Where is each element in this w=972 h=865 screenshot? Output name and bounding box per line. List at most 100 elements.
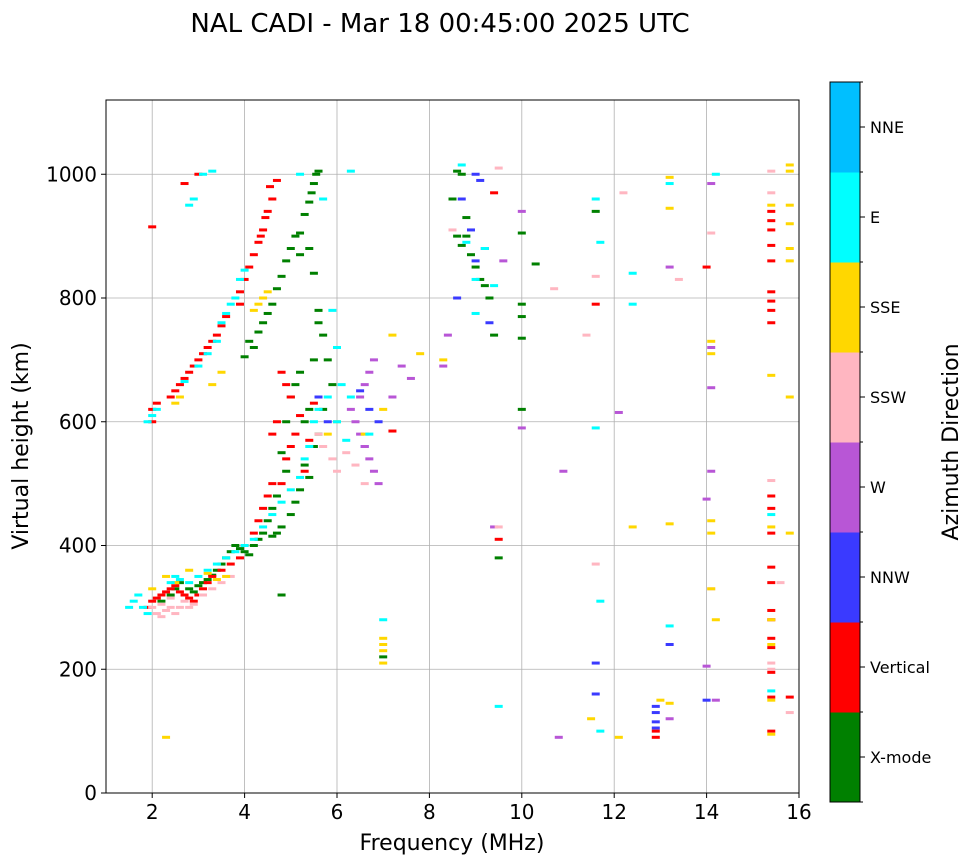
data-point-sse bbox=[212, 578, 221, 582]
data-point-vertical bbox=[494, 537, 503, 541]
data-point-sse bbox=[162, 574, 171, 578]
data-point-vertical bbox=[175, 383, 184, 387]
data-point-x-mode bbox=[494, 556, 503, 560]
data-point-vertical bbox=[259, 228, 268, 232]
data-point-e bbox=[379, 618, 388, 622]
data-point-vertical bbox=[767, 636, 776, 640]
data-point-x-mode bbox=[175, 581, 184, 585]
data-point-e bbox=[767, 689, 776, 693]
data-point-nnw bbox=[314, 395, 323, 399]
data-point-e bbox=[148, 414, 157, 418]
data-point-w bbox=[490, 525, 499, 529]
data-point-ssw bbox=[199, 593, 208, 597]
data-point-x-mode bbox=[268, 534, 277, 538]
data-point-ssw bbox=[785, 711, 794, 715]
data-point-e bbox=[152, 407, 161, 411]
data-point-e bbox=[665, 624, 674, 628]
data-point-e bbox=[471, 277, 480, 281]
data-point-vertical bbox=[286, 445, 295, 448]
y-tick-label: 600 bbox=[59, 410, 97, 434]
data-point-w bbox=[374, 482, 383, 486]
data-point-sse bbox=[785, 531, 794, 535]
data-point-x-mode bbox=[309, 358, 318, 362]
data-point-x-mode bbox=[286, 247, 295, 250]
data-point-e bbox=[180, 380, 189, 384]
data-point-sse bbox=[614, 735, 623, 739]
data-point-e bbox=[596, 729, 605, 733]
data-point-ssw bbox=[208, 587, 217, 591]
data-point-nnw bbox=[365, 407, 374, 411]
data-point-e bbox=[235, 277, 244, 281]
data-point-x-mode bbox=[240, 355, 249, 359]
data-point-x-mode bbox=[480, 284, 489, 288]
y-tick-label: 400 bbox=[59, 534, 97, 558]
data-point-e bbox=[175, 578, 184, 582]
data-point-e bbox=[240, 544, 249, 547]
data-point-sse bbox=[259, 296, 268, 300]
data-point-x-mode bbox=[235, 547, 244, 551]
data-point-vertical bbox=[282, 383, 291, 387]
data-point-vertical bbox=[272, 178, 281, 182]
data-point-vertical bbox=[194, 593, 203, 597]
data-point-e bbox=[300, 457, 309, 461]
data-point-e bbox=[222, 556, 231, 560]
data-point-sse bbox=[222, 574, 231, 578]
data-point-vertical bbox=[263, 494, 272, 498]
data-point-x-mode bbox=[277, 451, 286, 455]
data-point-vertical bbox=[268, 482, 277, 486]
data-point-sse bbox=[785, 169, 794, 173]
data-point-vertical bbox=[194, 172, 203, 176]
data-point-e bbox=[346, 395, 355, 399]
data-point-x-mode bbox=[272, 494, 281, 498]
data-point-w bbox=[554, 735, 563, 739]
data-point-ssw bbox=[180, 599, 189, 603]
data-point-w bbox=[665, 265, 674, 269]
data-point-e bbox=[208, 169, 217, 173]
data-point-w bbox=[351, 420, 360, 424]
data-point-w bbox=[707, 346, 716, 349]
grid-lines bbox=[106, 100, 800, 794]
data-point-vertical bbox=[296, 414, 305, 418]
data-point-w bbox=[356, 432, 365, 436]
data-point-ssw bbox=[175, 605, 184, 609]
data-point-vertical bbox=[254, 240, 263, 244]
data-point-sse bbox=[360, 432, 369, 436]
data-point-x-mode bbox=[305, 247, 314, 250]
data-point-x-mode bbox=[282, 469, 291, 473]
data-point-vertical bbox=[767, 565, 776, 569]
data-point-x-mode bbox=[462, 216, 471, 220]
data-point-e bbox=[199, 172, 208, 176]
x-tick-label: 14 bbox=[694, 800, 719, 824]
data-point-e bbox=[185, 581, 194, 585]
data-point-x-mode bbox=[453, 169, 462, 173]
data-point-x-mode bbox=[194, 584, 203, 588]
colorbar-segment-ssw bbox=[830, 352, 860, 443]
data-point-sse bbox=[711, 618, 720, 622]
data-point-sse bbox=[263, 290, 272, 294]
y-tick-label: 0 bbox=[84, 781, 97, 805]
data-point-w bbox=[346, 407, 355, 411]
data-point-x-mode bbox=[268, 302, 277, 306]
data-point-x-mode bbox=[300, 212, 309, 216]
data-point-x-mode bbox=[157, 599, 166, 603]
data-point-x-mode bbox=[517, 336, 526, 340]
data-point-ssw bbox=[226, 574, 235, 578]
data-point-x-mode bbox=[259, 321, 268, 325]
data-point-ssw bbox=[550, 287, 559, 291]
data-point-ssw bbox=[767, 479, 776, 483]
data-point-vertical bbox=[268, 197, 277, 201]
data-point-vertical bbox=[148, 420, 157, 424]
data-point-nnw bbox=[374, 420, 383, 424]
data-point-ssw bbox=[619, 191, 628, 195]
data-point-vertical bbox=[166, 395, 175, 399]
data-point-sse bbox=[175, 395, 184, 399]
data-point-vertical bbox=[309, 401, 318, 405]
data-point-vertical bbox=[166, 587, 175, 591]
colorbar-tick-label-ssw: SSW bbox=[870, 388, 906, 407]
data-point-x-mode bbox=[476, 277, 485, 281]
data-point-x-mode bbox=[314, 321, 323, 325]
data-point-sse bbox=[785, 222, 794, 226]
data-point-e bbox=[596, 240, 605, 244]
data-point-sse bbox=[208, 383, 217, 387]
data-point-sse bbox=[323, 432, 332, 436]
